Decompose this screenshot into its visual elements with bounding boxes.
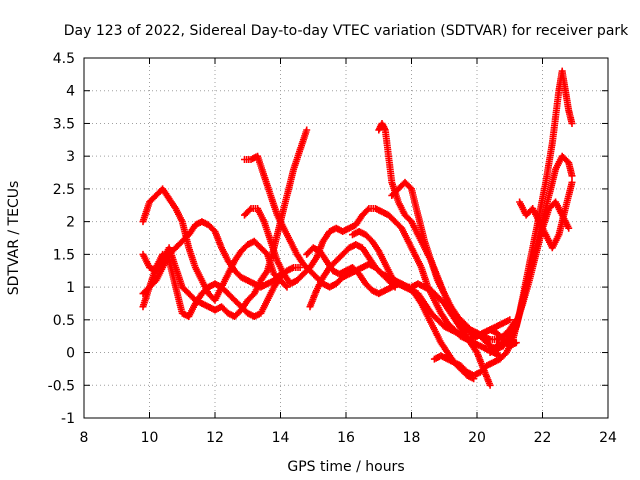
grid xyxy=(84,58,608,418)
y-tick-label: 4.5 xyxy=(53,51,75,67)
y-axis-title: SDTVAR / TECUs xyxy=(6,181,22,296)
y-tick-label: 0 xyxy=(66,346,75,362)
x-tick-label: 22 xyxy=(534,430,552,446)
y-tick-label: 4 xyxy=(66,84,75,100)
y-tick-label: 2 xyxy=(66,215,75,231)
series-arc-3 xyxy=(139,218,284,298)
x-tick-label: 8 xyxy=(80,430,89,446)
series-markers xyxy=(349,228,494,389)
x-tick-label: 10 xyxy=(141,430,159,446)
axis-ticks: 8 10 12 14 16 18 20 22 24 -1 -0.5 0 0.5 1 1.5 2 2.5 3 3.5 4… xyxy=(48,51,617,446)
y-tick-label: -0.5 xyxy=(48,378,75,394)
x-tick-label: 24 xyxy=(599,430,617,446)
series-arc-15 xyxy=(473,198,573,353)
x-tick-label: 18 xyxy=(403,430,421,446)
y-tick-label: 1.5 xyxy=(53,247,75,263)
chart-title: Day 123 of 2022, Sidereal Day-to-day VTE… xyxy=(64,23,629,39)
y-tick-label: -1 xyxy=(61,411,75,427)
series-markers xyxy=(388,178,520,350)
series-markers xyxy=(139,250,304,320)
y-tick-label: 1 xyxy=(66,280,75,296)
series-arc-4 xyxy=(139,250,304,320)
x-tick-label: 12 xyxy=(206,430,224,446)
x-axis-title: GPS time / hours xyxy=(287,459,404,475)
series-arc-9 xyxy=(349,228,494,389)
y-tick-label: 3.5 xyxy=(53,116,75,132)
x-tick-label: 16 xyxy=(337,430,355,446)
y-tick-label: 3 xyxy=(66,149,75,165)
series-markers xyxy=(473,198,573,353)
y-tick-label: 0.5 xyxy=(53,313,75,329)
data-series xyxy=(139,67,576,389)
series-markers xyxy=(139,218,284,298)
series-arc-11 xyxy=(388,178,520,350)
x-tick-label: 20 xyxy=(468,430,486,446)
x-tick-label: 14 xyxy=(272,430,290,446)
y-tick-label: 2.5 xyxy=(53,182,75,198)
